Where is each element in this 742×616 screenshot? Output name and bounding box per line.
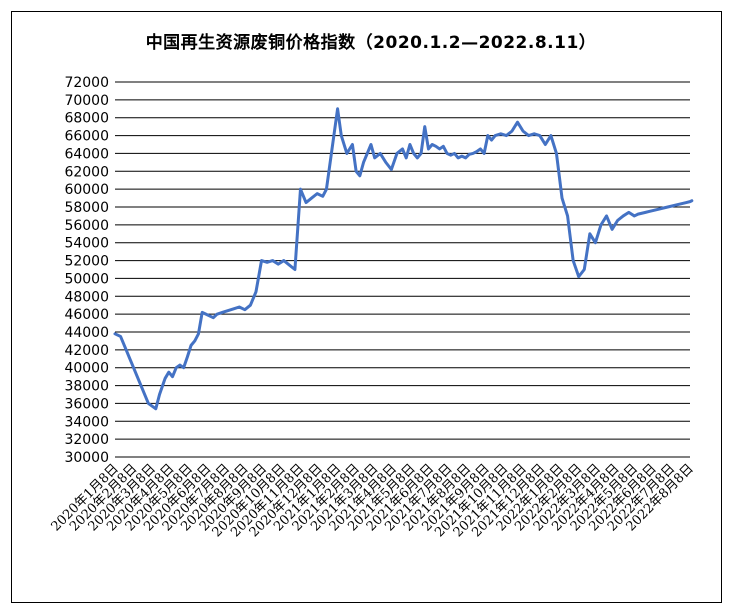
y-tick-label: 44000: [64, 325, 109, 341]
y-tick-label: 64000: [64, 146, 109, 162]
y-tick-label: 62000: [64, 164, 109, 180]
series-group: [113, 107, 694, 411]
y-tick-label: 56000: [64, 218, 109, 234]
gridlines: [115, 81, 690, 458]
series-line-0: [113, 107, 694, 411]
y-tick-label: 52000: [64, 254, 109, 270]
y-tick-label: 66000: [64, 129, 109, 145]
chart-frame: [11, 11, 722, 603]
chart-title: 中国再生资源废铜价格指数（2020.1.2—2022.8.11）: [145, 33, 597, 53]
y-tick-label: 40000: [64, 361, 109, 377]
y-tick-label: 30000: [64, 450, 109, 466]
y-tick-label: 42000: [64, 343, 109, 359]
y-tick-label: 36000: [64, 396, 109, 412]
y-tick-label: 54000: [64, 236, 109, 252]
x-tick-labels: 2020年1月8日2020年2月8日2020年3月8日2020年4月8日2020…: [49, 461, 697, 540]
y-tick-label: 50000: [64, 271, 109, 287]
y-tick-label: 60000: [64, 182, 109, 198]
y-tick-label: 58000: [64, 200, 109, 216]
y-tick-label: 72000: [64, 75, 109, 91]
y-tick-label: 38000: [64, 379, 109, 395]
y-tick-label: 48000: [64, 289, 109, 305]
y-tick-label: 70000: [64, 93, 109, 109]
y-tick-label: 34000: [64, 414, 109, 430]
y-tick-label: 46000: [64, 307, 109, 323]
y-tick-label: 32000: [64, 432, 109, 448]
y-tick-label: 68000: [64, 111, 109, 127]
